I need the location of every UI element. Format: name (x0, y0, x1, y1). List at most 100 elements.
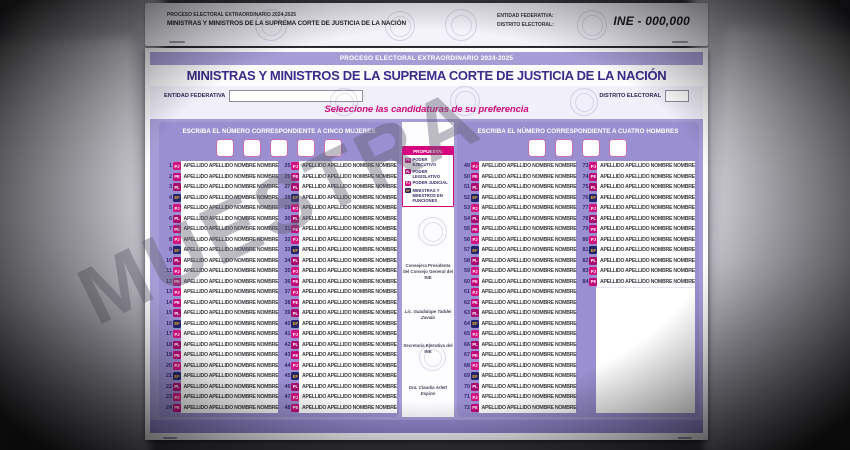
proposal-badge-pj: PJ (589, 162, 598, 171)
candidate-name: APELLIDO APELLIDO NOMBRE NOMBRE (301, 278, 397, 285)
candidate-name: APELLIDO APELLIDO NOMBRE NOMBRE (599, 268, 695, 275)
candidate-name: APELLIDO APELLIDO NOMBRE NOMBRE (599, 215, 695, 222)
candidate-number: 19 (166, 352, 172, 359)
candidate-number: 79 (582, 226, 589, 233)
candidate-row: 32 PJ APELLIDO APELLIDO NOMBRE NOMBRE (281, 234, 397, 245)
proposal-badge-pj: PJ (173, 267, 181, 276)
candidate-name-cell: APELLIDO APELLIDO NOMBRE NOMBRE (181, 329, 279, 340)
ballot-stub-strip: PROCESO ELECTORAL EXTRAORDINARIO 2024-20… (145, 3, 708, 46)
number-write-in-box[interactable] (297, 139, 315, 157)
candidate-name-cell: APELLIDO APELLIDO NOMBRE NOMBRE (181, 339, 279, 350)
candidate-name-cell: APELLIDO APELLIDO NOMBRE NOMBRE (479, 161, 577, 172)
number-write-in-box[interactable] (528, 139, 547, 157)
ballot-sheet: PROCESO ELECTORAL EXTRAORDINARIO 2024-20… (145, 48, 708, 440)
signature-text: Lic. Guadalupe Taddei Zavala (404, 308, 452, 320)
proposal-badge-pe: PE (173, 298, 181, 307)
candidate-name-cell: APELLIDO APELLIDO NOMBRE NOMBRE (479, 192, 577, 203)
number-write-in-box[interactable] (216, 139, 234, 157)
candidate-number: 38 (284, 299, 291, 306)
candidate-row: 7 PE APELLIDO APELLIDO NOMBRE NOMBRE (163, 224, 279, 235)
candidate-number: 45 (284, 373, 291, 380)
proposal-badge-ef: EF (471, 246, 479, 255)
distrito-input[interactable] (665, 90, 689, 102)
number-write-in-box[interactable] (270, 139, 288, 157)
candidate-number: 66 (464, 341, 470, 348)
proposal-badge-pl: PL (291, 183, 300, 192)
candidate-name: APELLIDO APELLIDO NOMBRE NOMBRE (183, 341, 279, 348)
proposal-badge-pl: PL (291, 309, 300, 318)
candidate-name: APELLIDO APELLIDO NOMBRE NOMBRE (301, 299, 397, 306)
candidate-row: 3 PL APELLIDO APELLIDO NOMBRE NOMBRE (163, 182, 279, 193)
candidate-row: 30 PL APELLIDO APELLIDO NOMBRE NOMBRE (281, 213, 397, 224)
candidate-row: 19 PE APELLIDO APELLIDO NOMBRE NOMBRE (163, 350, 279, 361)
proposal-badge-pj: PJ (589, 267, 598, 276)
proposal-badge-ef: EF (173, 372, 181, 381)
ballot-purple-frame: PROCESO ELECTORAL EXTRAORDINARIO 2024-20… (150, 52, 703, 433)
candidate-name-cell: APELLIDO APELLIDO NOMBRE NOMBRE (479, 329, 577, 340)
candidate-row: 45 EF APELLIDO APELLIDO NOMBRE NOMBRE (281, 371, 397, 382)
section-cuatro-hombres: ESCRIBA EL NÚMERO CORRESPONDIENTE A CUAT… (457, 122, 699, 417)
candidate-number: 40 (284, 320, 291, 327)
candidate-name: APELLIDO APELLIDO NOMBRE NOMBRE (183, 299, 279, 306)
candidate-number: 11 (166, 268, 172, 275)
candidate-row: 2 PE APELLIDO APELLIDO NOMBRE NOMBRE (163, 171, 279, 182)
candidate-name-cell: APELLIDO APELLIDO NOMBRE NOMBRE (597, 234, 695, 245)
sheet-fineprint-left (163, 437, 177, 439)
candidate-row: 53 PJ APELLIDO APELLIDO NOMBRE NOMBRE (461, 203, 577, 214)
proposal-badge-ef: EF (173, 319, 181, 328)
legend-item: PE PODER EJECUTIVO (405, 157, 451, 167)
proposal-badge-pe: PE (291, 225, 300, 234)
candidate-row: 61 PJ APELLIDO APELLIDO NOMBRE NOMBRE (461, 287, 577, 298)
candidate-name: APELLIDO APELLIDO NOMBRE NOMBRE (183, 383, 279, 390)
candidate-name: APELLIDO APELLIDO NOMBRE NOMBRE (183, 310, 279, 317)
legend-item: PJ PODER JUDICIAL (405, 180, 451, 187)
candidate-row: 21 EF APELLIDO APELLIDO NOMBRE NOMBRE (163, 371, 279, 382)
candidate-name-cell: APELLIDO APELLIDO NOMBRE NOMBRE (299, 203, 397, 214)
candidate-column: 25 PJ APELLIDO APELLIDO NOMBRE NOMBRE 26 PE A… (281, 161, 397, 413)
proposal-badge-pj: PJ (173, 330, 181, 339)
candidate-name-cell: APELLIDO APELLIDO NOMBRE NOMBRE (181, 234, 279, 245)
candidate-row: 80 PJ APELLIDO APELLIDO NOMBRE NOMBRE (579, 234, 695, 245)
candidate-row: 18 PL APELLIDO APELLIDO NOMBRE NOMBRE (163, 339, 279, 350)
number-write-in-box[interactable] (609, 139, 628, 157)
candidate-name: APELLIDO APELLIDO NOMBRE NOMBRE (301, 184, 397, 191)
candidate-name-cell: APELLIDO APELLIDO NOMBRE NOMBRE (181, 308, 279, 319)
proposal-badge-pe: PE (173, 351, 181, 360)
proposal-badge-pe: PE (471, 277, 479, 286)
candidate-name-cell: APELLIDO APELLIDO NOMBRE NOMBRE (299, 266, 397, 277)
candidate-name: APELLIDO APELLIDO NOMBRE NOMBRE (481, 310, 577, 317)
candidate-name-cell: APELLIDO APELLIDO NOMBRE NOMBRE (181, 287, 279, 298)
signature-text: Dra. Claudia Arlett Espino (408, 384, 448, 396)
number-write-in-box[interactable] (555, 139, 574, 157)
candidate-number: 14 (166, 299, 172, 306)
candidate-row: 28 EF APELLIDO APELLIDO NOMBRE NOMBRE (281, 192, 397, 203)
candidate-row: 79 PE APELLIDO APELLIDO NOMBRE NOMBRE (579, 224, 695, 235)
candidate-number: 42 (284, 341, 291, 348)
ballot-bottom-bar (150, 420, 703, 433)
number-write-in-box[interactable] (582, 139, 601, 157)
candidate-number: 77 (582, 205, 589, 212)
number-write-in-box[interactable] (324, 139, 342, 157)
section-cinco-mujeres: ESCRIBA EL NÚMERO CORRESPONDIENTE A CINC… (159, 122, 399, 417)
candidate-name: APELLIDO APELLIDO NOMBRE NOMBRE (481, 299, 577, 306)
candidate-row: 22 PL APELLIDO APELLIDO NOMBRE NOMBRE (163, 381, 279, 392)
proposal-badge-pj: PJ (291, 361, 300, 370)
candidate-name: APELLIDO APELLIDO NOMBRE NOMBRE (599, 184, 695, 191)
candidate-name: APELLIDO APELLIDO NOMBRE NOMBRE (301, 373, 397, 380)
candidate-name-cell: APELLIDO APELLIDO NOMBRE NOMBRE (181, 392, 279, 403)
candidate-row: 13 PJ APELLIDO APELLIDO NOMBRE NOMBRE (163, 287, 279, 298)
candidate-row: 36 PE APELLIDO APELLIDO NOMBRE NOMBRE (281, 276, 397, 287)
candidate-name-cell: APELLIDO APELLIDO NOMBRE NOMBRE (299, 213, 397, 224)
proposal-badge-pl: PL (173, 256, 181, 265)
candidate-name: APELLIDO APELLIDO NOMBRE NOMBRE (183, 226, 279, 233)
candidate-name-cell: APELLIDO APELLIDO NOMBRE NOMBRE (479, 339, 577, 350)
section-header: ESCRIBA EL NÚMERO CORRESPONDIENTE A CUAT… (477, 128, 679, 135)
candidate-row: 55 PE APELLIDO APELLIDO NOMBRE NOMBRE (461, 224, 577, 235)
candidate-name: APELLIDO APELLIDO NOMBRE NOMBRE (481, 226, 577, 233)
candidate-name-cell: APELLIDO APELLIDO NOMBRE NOMBRE (479, 234, 577, 245)
seal-watermark (418, 217, 447, 246)
number-write-in-box[interactable] (243, 139, 261, 157)
candidate-name: APELLIDO APELLIDO NOMBRE NOMBRE (599, 163, 695, 170)
candidate-row: 40 EF APELLIDO APELLIDO NOMBRE NOMBRE (281, 318, 397, 329)
proposal-badge-ef: EF (405, 188, 411, 194)
